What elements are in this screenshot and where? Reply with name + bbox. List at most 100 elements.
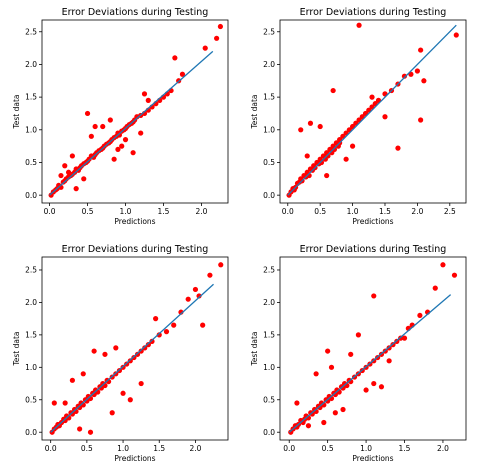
scatter-point [401, 335, 408, 341]
x-axis-label: Predictions [352, 217, 393, 226]
scatter-point [171, 322, 177, 328]
scatter-point [69, 153, 75, 159]
x-tick-label: 0.0 [44, 207, 56, 216]
scatter-point [130, 150, 136, 156]
scatter-point [421, 78, 427, 84]
chart-title: Error Deviations during Testing [62, 7, 209, 18]
scatter-point [138, 130, 144, 136]
scatter-point [313, 371, 319, 377]
scatter-point [156, 332, 162, 338]
scatter-point [127, 397, 133, 403]
scatter-point [418, 47, 424, 53]
scatter-point [196, 293, 202, 299]
charts-container: Error Deviations during Testing 0.0 0.5 1.0… [12, 7, 467, 463]
x-tick-label: 0.0 [45, 444, 57, 453]
y-tick-label: 2.0 [25, 298, 37, 307]
y-tick-label: 1.5 [25, 93, 37, 102]
x-tick-label: 0.5 [82, 207, 94, 216]
scatter-point [324, 172, 330, 179]
x-tick-label: 1.5 [158, 207, 170, 216]
scatter-point [218, 262, 224, 268]
x-tick-label: 1.5 [379, 207, 391, 216]
scatter-point [207, 272, 213, 278]
y-axis-label: Test data [12, 94, 21, 129]
plot-frame [279, 256, 467, 441]
scatter-point [145, 342, 151, 348]
scatter-point [138, 348, 144, 354]
y-tick-label: 0.5 [25, 395, 37, 404]
scatter-point [417, 312, 423, 319]
scatter-point [102, 351, 108, 357]
x-tick-label: 2.0 [411, 207, 423, 216]
scatter-point [440, 262, 446, 268]
scatter-point [217, 23, 224, 30]
scatter-point [88, 133, 94, 139]
x-axis-label: Predictions [352, 454, 393, 463]
scatter-point [62, 163, 68, 169]
scatter-point [343, 156, 349, 162]
x-tick-label: 0.0 [283, 444, 295, 453]
scatter-point [141, 91, 148, 97]
scatter-point [62, 400, 68, 406]
scatter-point [113, 345, 119, 351]
scatter-point [432, 285, 438, 291]
scatter-point [51, 400, 57, 406]
y-tick-label: 0.0 [25, 428, 37, 437]
scatter-point [328, 364, 335, 370]
scatter-point [298, 127, 304, 133]
y-tick-label: 2.0 [25, 60, 37, 69]
fit-line [288, 294, 452, 433]
scatter-point [200, 322, 206, 328]
x-tick-label: 2.0 [189, 444, 201, 453]
y-tick-label: 1.5 [263, 330, 275, 339]
scatter-point [356, 22, 362, 28]
scatter-point [91, 348, 97, 354]
scatter-point [321, 419, 327, 426]
y-axis-label: Test data [250, 94, 259, 129]
scatter-point [172, 55, 178, 61]
scatter-point [418, 117, 424, 123]
y-tick-label: 2.5 [25, 27, 37, 36]
scatter-point [149, 338, 155, 344]
scatter-point [153, 316, 159, 322]
scatter-point [371, 293, 377, 299]
scatter-point [371, 380, 377, 387]
scatter-point [378, 384, 385, 390]
plot-frame [41, 19, 229, 204]
y-tick-label: 2.5 [263, 27, 275, 36]
plot-frame [41, 256, 229, 441]
scatter-point [330, 87, 336, 94]
scatter-point [179, 71, 186, 77]
scatter-point [369, 94, 375, 100]
fit-line [287, 24, 457, 196]
fit-line [49, 50, 214, 196]
y-tick-label: 0.0 [263, 428, 275, 437]
scatter-point [202, 45, 208, 51]
chart-title: Error Deviations during Testing [300, 7, 447, 18]
scatter-point [120, 390, 126, 396]
scatter-point [192, 286, 199, 293]
x-tick-label: 1.5 [153, 444, 165, 453]
y-tick-label: 1.0 [263, 363, 275, 372]
y-tick-label: 2.5 [25, 266, 37, 275]
scatter-point [92, 123, 98, 130]
scatter-point [81, 176, 87, 182]
scatter-point [142, 345, 148, 351]
scatter-point [317, 123, 323, 130]
scatter-point [304, 153, 310, 159]
scatter-point [111, 156, 117, 162]
scatter-point [340, 406, 346, 413]
scatter-point [453, 32, 459, 38]
chart-title: Error Deviations during Testing [62, 244, 209, 255]
scatter-point [58, 172, 64, 179]
scatter-point [145, 97, 151, 103]
scatter-point [109, 410, 115, 416]
scatter-point [163, 329, 170, 335]
plot-frame [279, 19, 467, 204]
scatter-point [325, 153, 331, 159]
chart-title: Error Deviations during Testing [300, 244, 447, 255]
scatter-point [325, 348, 331, 354]
scatter-point [185, 296, 191, 302]
scatter-point [119, 143, 125, 149]
scatter-point [69, 377, 75, 383]
